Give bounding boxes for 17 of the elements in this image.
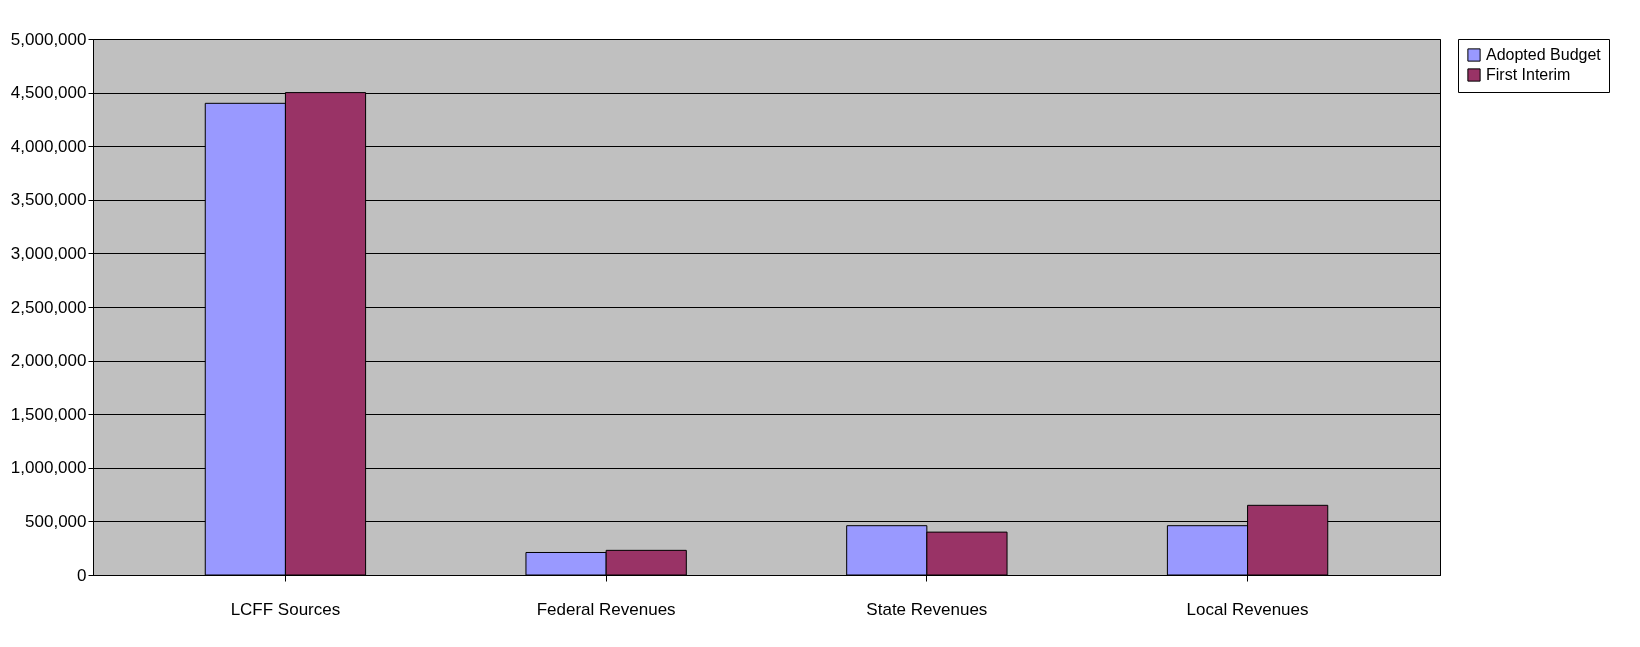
y-tick-label: 4,500,000 [10, 83, 87, 103]
legend-label: First Interim [1486, 66, 1571, 83]
y-tick-label: 3,500,000 [10, 190, 87, 210]
y-tick-label: 1,000,000 [10, 458, 87, 478]
x-tick-label: Federal Revenues [536, 599, 676, 619]
y-tick-label: 2,000,000 [10, 351, 87, 371]
y-tick-label: 3,000,000 [10, 243, 87, 263]
x-tick-label: LCFF Sources [230, 599, 341, 619]
y-tick-label: 0 [77, 565, 87, 585]
y-tick-label: 4,000,000 [10, 136, 87, 156]
x-tick-label: Local Revenues [1186, 599, 1309, 619]
x-tick-label: State Revenues [866, 599, 988, 619]
legend-label: Adopted Budget [1486, 46, 1602, 63]
y-tick-label: 500,000 [25, 511, 87, 531]
y-tick-label: 5,000,000 [10, 29, 87, 49]
y-tick-label: 2,500,000 [10, 297, 87, 317]
y-tick-label: 1,500,000 [10, 404, 87, 424]
